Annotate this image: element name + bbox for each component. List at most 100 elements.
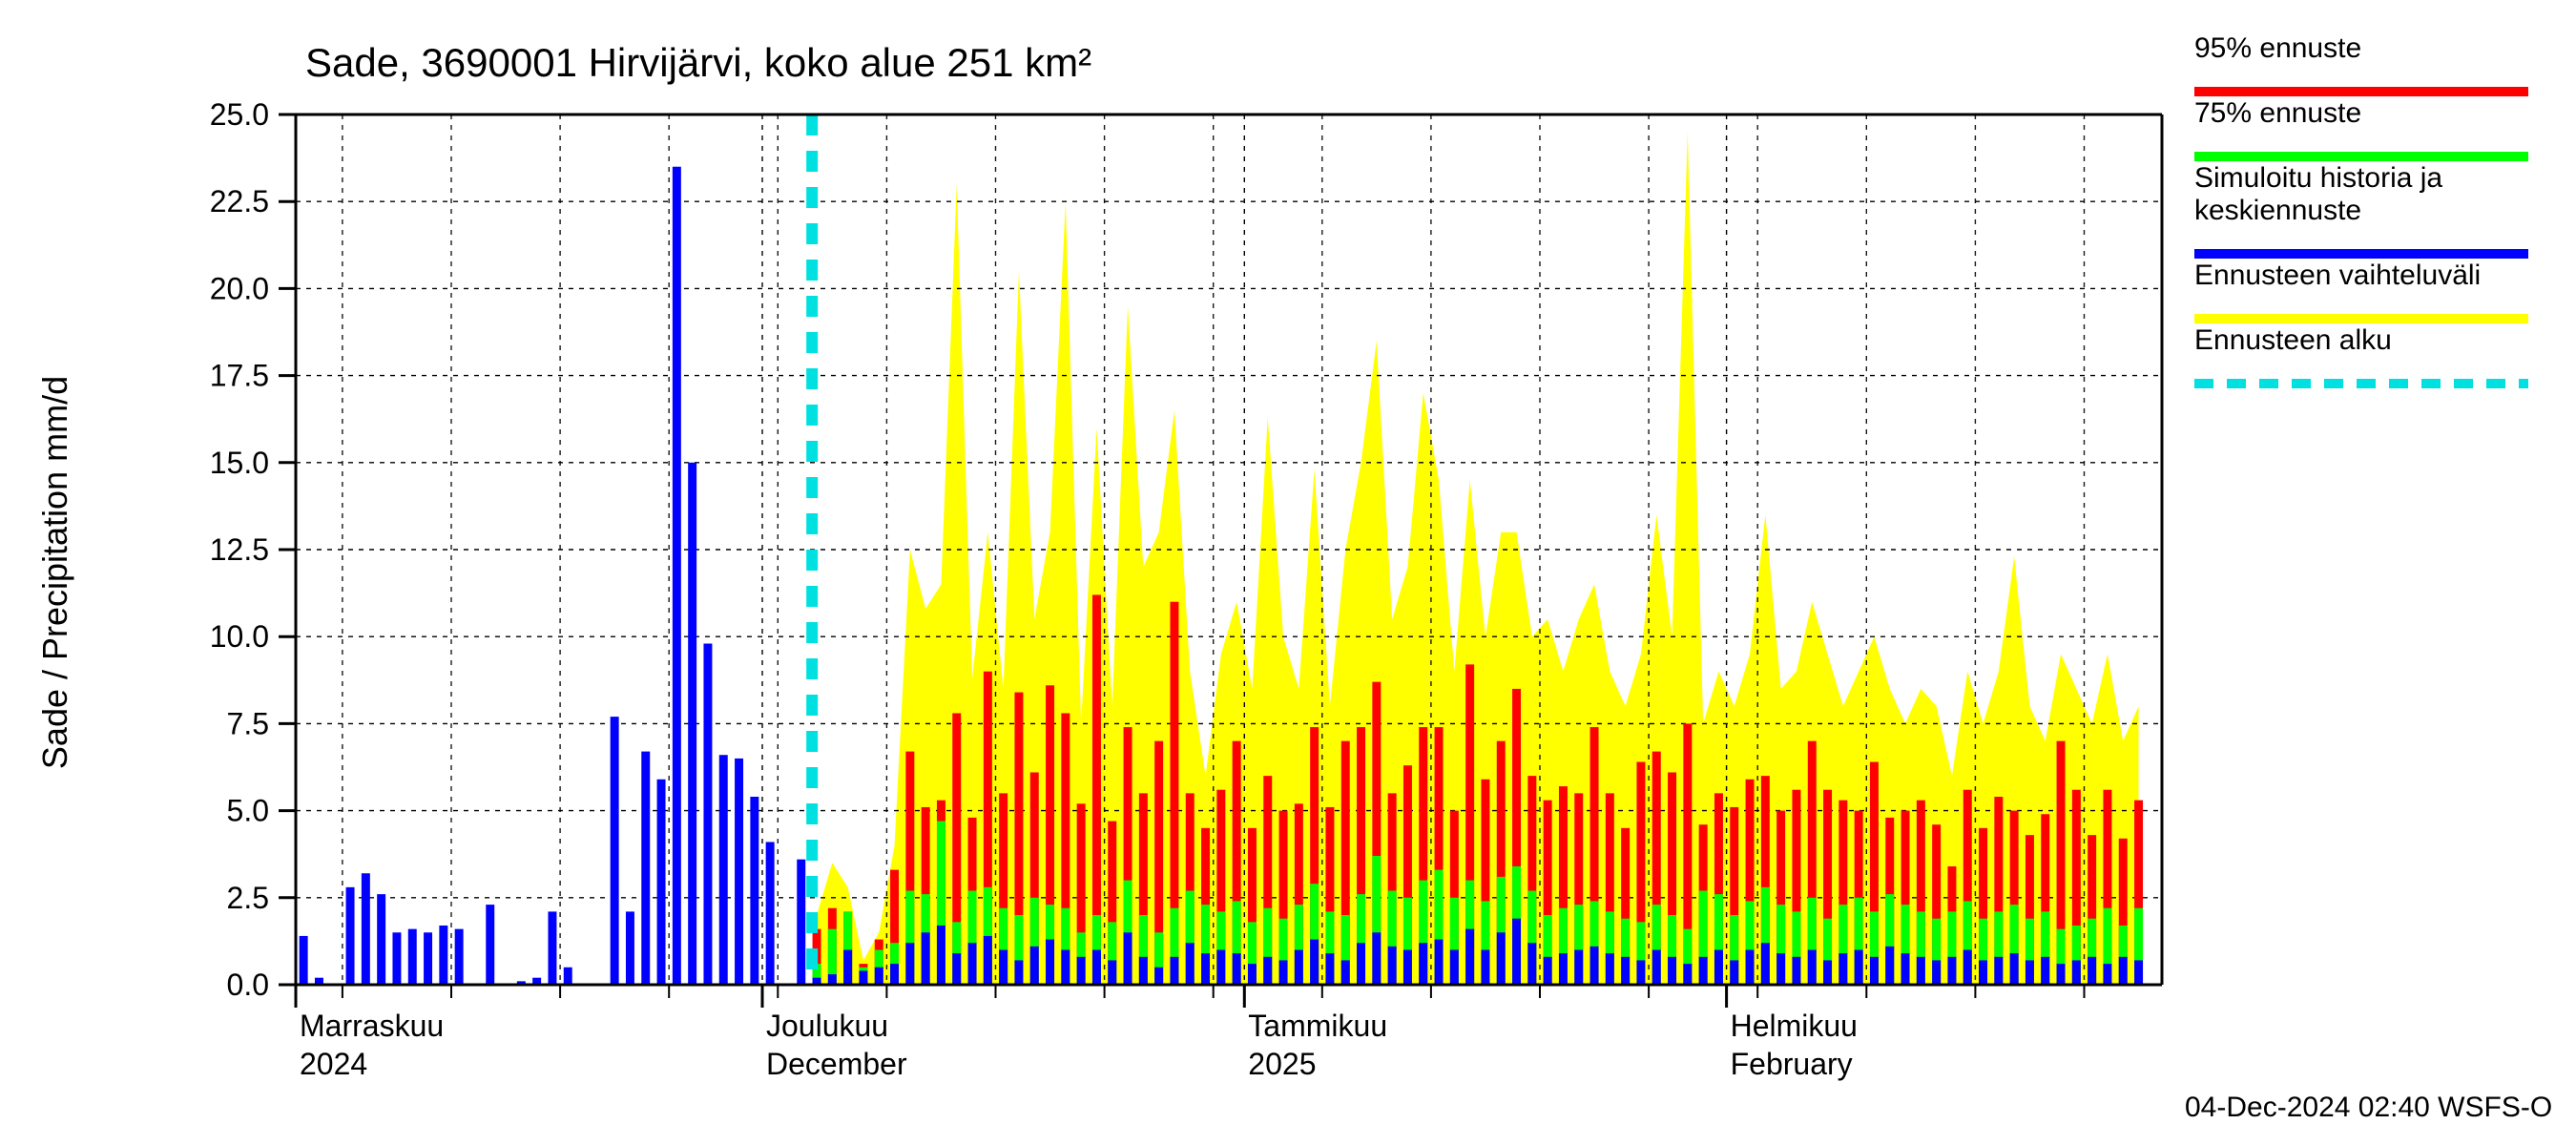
y-tick-label: 10.0	[210, 619, 269, 654]
history-bar	[657, 780, 666, 985]
mean-bar	[1590, 947, 1599, 985]
mean-bar	[1263, 957, 1272, 985]
legend-item-label: keskiennuste	[2194, 195, 2361, 226]
mean-bar	[2057, 964, 2066, 985]
mean-bar	[2134, 960, 2143, 985]
history-bar	[703, 643, 712, 985]
y-tick-label: 5.0	[227, 794, 269, 828]
mean-bar	[890, 964, 899, 985]
mean-bar	[1154, 968, 1163, 985]
x-month-label-1: Marraskuu	[300, 1009, 444, 1043]
mean-bar	[875, 968, 883, 985]
mean-bar	[2103, 964, 2111, 985]
legend-item-label: Simuloitu historia ja	[2194, 162, 2442, 194]
mean-bar	[2041, 957, 2049, 985]
x-month-label-2: 2025	[1248, 1047, 1316, 1081]
legend-item-label: Ennusteen alku	[2194, 324, 2392, 356]
mean-bar	[1233, 953, 1241, 985]
y-tick-label: 7.5	[227, 706, 269, 740]
mean-bar	[905, 943, 914, 985]
mean-bar	[984, 936, 992, 985]
mean-bar	[1621, 957, 1630, 985]
legend-item-label: 95% ennuste	[2194, 32, 2361, 64]
y-tick-label: 20.0	[210, 271, 269, 305]
mean-bar	[1808, 950, 1817, 985]
history-bar	[424, 932, 432, 985]
y-tick-label: 2.5	[227, 881, 269, 915]
mean-bar	[1465, 929, 1474, 985]
history-bar	[300, 936, 308, 985]
mean-bar	[1606, 953, 1614, 985]
mean-bar	[1636, 960, 1645, 985]
mean-bar	[1776, 953, 1785, 985]
mean-bar	[968, 943, 977, 985]
history-bar	[439, 926, 447, 985]
mean-bar	[1885, 947, 1894, 985]
mean-bar	[1544, 957, 1552, 985]
mean-bar	[1870, 957, 1879, 985]
history-bar	[548, 911, 556, 985]
mean-bar	[1855, 950, 1863, 985]
y-tick-label: 25.0	[210, 97, 269, 132]
mean-bar	[1761, 943, 1770, 985]
mean-bar	[1357, 943, 1365, 985]
mean-bar	[1170, 957, 1178, 985]
mean-bar	[1901, 953, 1910, 985]
mean-bar	[843, 950, 852, 985]
mean-bar	[1092, 950, 1101, 985]
x-month-label-1: Joulukuu	[766, 1009, 888, 1043]
mean-bar	[1823, 960, 1832, 985]
history-bar	[455, 929, 464, 985]
mean-bar	[828, 974, 837, 985]
mean-bar	[1108, 960, 1116, 985]
mean-bar	[1186, 943, 1195, 985]
mean-bar	[1699, 957, 1708, 985]
x-month-label-2: December	[766, 1047, 907, 1081]
mean-bar	[1527, 943, 1536, 985]
mean-bar	[2025, 960, 2034, 985]
mean-bar	[1932, 960, 1941, 985]
mean-bar	[1450, 950, 1459, 985]
mean-bar	[1030, 947, 1039, 985]
history-bar	[486, 905, 494, 985]
mean-bar	[1014, 960, 1023, 985]
mean-bar	[1419, 943, 1427, 985]
history-bar	[688, 463, 696, 985]
mean-bar	[1497, 932, 1506, 985]
mean-bar	[937, 926, 945, 985]
y-tick-label: 12.5	[210, 532, 269, 567]
mean-bar	[1481, 950, 1489, 985]
history-bar	[719, 755, 728, 985]
mean-bar	[952, 953, 961, 985]
mean-bar	[1574, 950, 1583, 985]
x-month-label-2: February	[1731, 1047, 1853, 1081]
mean-bar	[1839, 953, 1847, 985]
mean-bar	[1295, 950, 1303, 985]
mean-bar	[1917, 957, 1925, 985]
history-bar	[611, 717, 619, 985]
history-bar	[392, 932, 401, 985]
mean-bar	[1388, 947, 1397, 985]
mean-bar	[1668, 957, 1676, 985]
history-bar	[673, 167, 681, 985]
mean-bar	[1248, 964, 1257, 985]
mean-bar	[1435, 940, 1444, 985]
history-bar	[408, 929, 417, 985]
mean-bar	[1372, 932, 1381, 985]
mean-bar	[1792, 957, 1800, 985]
mean-bar	[1559, 953, 1568, 985]
mean-bar	[1139, 957, 1148, 985]
mean-bar	[1947, 957, 1956, 985]
mean-bar	[1963, 950, 1972, 985]
history-bar	[766, 842, 775, 985]
mean-bar	[2010, 953, 2019, 985]
mean-bar	[1124, 932, 1132, 985]
mean-bar	[1061, 950, 1070, 985]
mean-bar	[1730, 960, 1738, 985]
x-month-label-1: Helmikuu	[1731, 1009, 1858, 1043]
x-month-label-1: Tammikuu	[1248, 1009, 1387, 1043]
legend-item-label: 75% ennuste	[2194, 97, 2361, 129]
mean-bar	[1994, 957, 2003, 985]
history-bar	[641, 752, 650, 985]
mean-bar	[922, 932, 930, 985]
